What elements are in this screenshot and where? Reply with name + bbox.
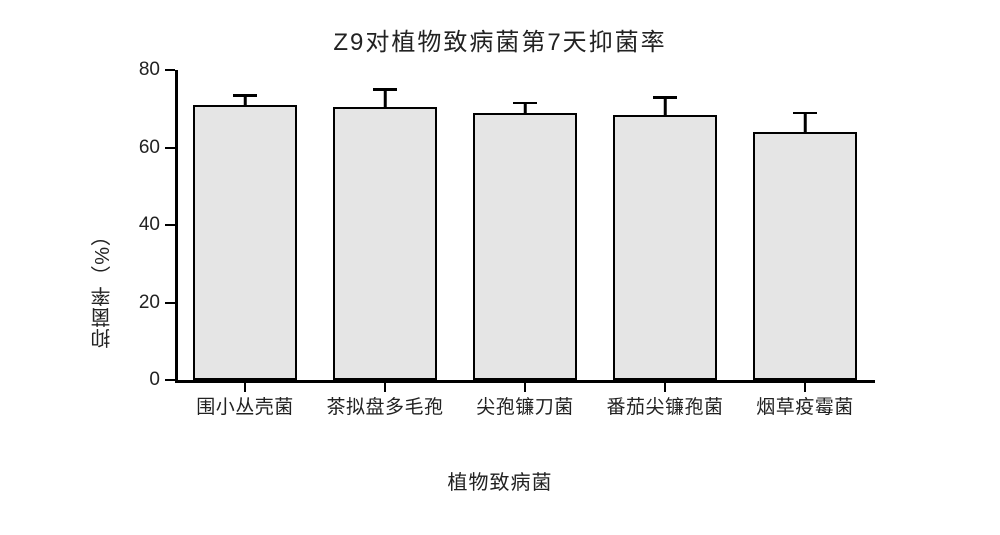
y-axis-label: 抑菌率（%） <box>88 225 117 349</box>
y-tick <box>165 224 175 226</box>
x-tick <box>244 383 246 392</box>
chart-title: Z9对植物致病菌第7天抑菌率 <box>0 22 1000 57</box>
bar <box>613 115 717 380</box>
x-tick-label: 围小丛壳菌 <box>196 392 294 419</box>
error-bar-cap <box>233 94 257 97</box>
x-tick-label: 番茄尖镰孢菌 <box>606 392 723 419</box>
error-bar-stem <box>664 97 667 114</box>
x-tick-label: 烟草疫霉菌 <box>756 392 854 419</box>
error-bar-cap <box>373 88 397 91</box>
y-tick <box>165 302 175 304</box>
bar <box>473 113 577 380</box>
x-tick <box>384 383 386 392</box>
y-tick-label: 40 <box>120 214 160 236</box>
error-bar-cap <box>653 96 677 99</box>
y-tick-label: 20 <box>120 292 160 314</box>
y-axis-line <box>175 70 178 380</box>
error-bar-cap <box>793 112 817 115</box>
plot-area: 020406080围小丛壳菌茶拟盘多毛孢尖孢镰刀菌番茄尖镰孢菌烟草疫霉菌 <box>175 70 875 380</box>
error-bar-stem <box>384 89 387 106</box>
x-tick <box>664 383 666 392</box>
error-bar-stem <box>804 113 807 132</box>
y-tick-label: 0 <box>120 369 160 391</box>
chart-container: Z9对植物致病菌第7天抑菌率 抑菌率（%） 020406080围小丛壳菌茶拟盘多… <box>0 0 1000 535</box>
y-tick <box>165 147 175 149</box>
bar <box>753 132 857 380</box>
error-bar-cap <box>513 102 537 105</box>
bar <box>333 107 437 380</box>
y-tick <box>165 69 175 71</box>
bar <box>193 105 297 380</box>
y-tick <box>165 379 175 381</box>
x-axis-label: 植物致病菌 <box>0 466 1000 495</box>
x-tick <box>804 383 806 392</box>
y-tick-label: 60 <box>120 137 160 159</box>
x-tick <box>524 383 526 392</box>
x-tick-label: 茶拟盘多毛孢 <box>326 392 443 419</box>
x-tick-label: 尖孢镰刀菌 <box>476 392 574 419</box>
y-tick-label: 80 <box>120 59 160 81</box>
